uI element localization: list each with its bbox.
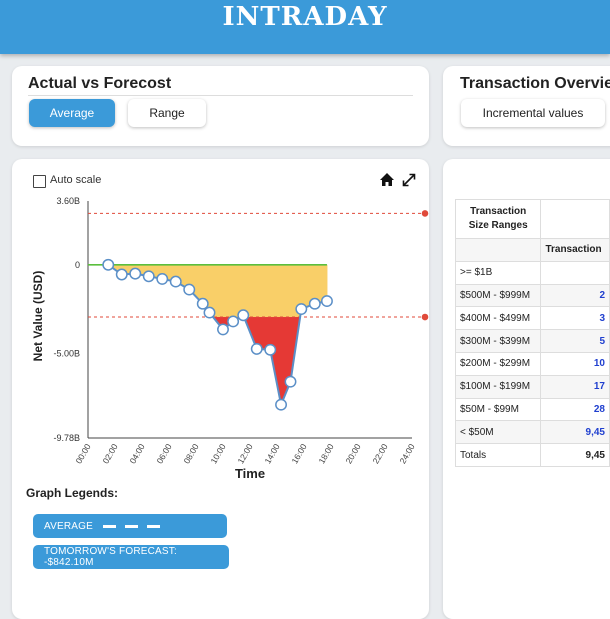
data-point (295, 303, 308, 315)
x-tick-label: 08:00 (181, 442, 200, 466)
size-range-cell: $50M - $99M (454, 397, 542, 422)
data-point (203, 306, 216, 319)
x-axis-label: Time (235, 466, 265, 481)
card-title: Transaction Overvie (460, 75, 610, 92)
y-tick-label: 0 (75, 260, 80, 270)
transaction-overview-card: Transaction Overvie Incremental values (443, 66, 610, 146)
data-point (237, 309, 250, 322)
x-tick-label: 06:00 (154, 442, 173, 466)
x-tick-label: 20:00 (343, 442, 362, 466)
transaction-size-table: Transaction Size Ranges Transaction >= $… (454, 199, 610, 467)
x-tick-label: 14:00 (262, 442, 281, 466)
threshold-marker (421, 210, 429, 217)
transaction-count-cell: 28 (540, 397, 610, 422)
app-title: INTRADAY (222, 2, 388, 32)
x-tick-label: 18:00 (316, 442, 335, 466)
data-point (321, 295, 333, 308)
table-row: $300M - $399M 5 (454, 329, 610, 353)
y-tick-label: 3.60B (56, 196, 80, 206)
data-point (275, 398, 287, 411)
y-axis-label: Net Value (USD) (31, 271, 45, 362)
transaction-count-cell: 9,45 (540, 420, 610, 445)
average-legend: AVERAGE (33, 514, 227, 538)
transaction-count-cell: 2 (540, 283, 610, 308)
x-tick-label: 02:00 (100, 442, 119, 466)
data-point (142, 270, 155, 283)
transaction-count-cell: 9,45 (540, 443, 610, 467)
transaction-count-cell: 10 (540, 351, 610, 376)
size-range-cell: < $50M (454, 420, 542, 445)
table-row: $200M - $299M 10 (454, 351, 610, 376)
header-spacer (454, 238, 542, 262)
incremental-values-button[interactable]: Incremental values (461, 99, 605, 127)
size-range-cell: >= $1B (454, 260, 542, 285)
transaction-count-cell (540, 260, 610, 285)
average-legend-label: AVERAGE (44, 520, 94, 532)
x-tick-label: 12:00 (235, 442, 254, 466)
data-point (284, 375, 297, 388)
data-point (156, 272, 169, 285)
size-range-cell: $300M - $399M (454, 329, 542, 353)
data-point (115, 268, 128, 281)
transaction-header: Transaction (540, 238, 610, 262)
data-point (183, 283, 196, 296)
data-point (264, 343, 277, 356)
table-row: $400M - $499M 3 (454, 306, 610, 331)
transaction-header-top (540, 199, 610, 239)
size-range-cell: $200M - $299M (454, 351, 542, 376)
size-range-cell: Totals (454, 443, 542, 467)
table-row: $100M - $199M 17 (454, 374, 610, 399)
graph-legends-title: Graph Legends: (26, 486, 119, 500)
size-range-cell: $500M - $999M (454, 283, 542, 308)
x-tick-label: 10:00 (208, 442, 227, 466)
x-tick-label: 22:00 (370, 442, 389, 466)
auto-scale-checkbox[interactable] (33, 175, 46, 188)
auto-scale-label: Auto scale (50, 174, 102, 186)
data-point (129, 267, 142, 280)
range-button[interactable]: Range (128, 99, 206, 127)
data-point (217, 323, 229, 336)
transaction-count-cell: 17 (540, 374, 610, 399)
transaction-count-cell: 3 (540, 306, 610, 331)
size-range-cell: $400M - $499M (454, 306, 542, 331)
table-row: $500M - $999M 2 (454, 283, 610, 308)
card-divider (28, 95, 413, 96)
average-button[interactable]: Average (29, 99, 115, 127)
x-tick-label: 16:00 (289, 442, 308, 466)
x-tick-label: 00:00 (73, 442, 92, 466)
size-range-cell: $100M - $199M (454, 374, 542, 399)
data-point (102, 258, 115, 271)
data-point (196, 297, 209, 310)
data-point (308, 297, 321, 310)
table-row: Totals 9,45 (454, 443, 610, 467)
actual-vs-forecast-card: Actual vs Forecost Average Range (12, 66, 429, 146)
data-point (250, 342, 263, 355)
data-point (169, 275, 182, 288)
home-icon[interactable] (379, 172, 395, 188)
size-ranges-header: Transaction Size Ranges (454, 199, 542, 239)
expand-icon[interactable] (401, 172, 417, 188)
y-tick-label: -5.00B (53, 348, 80, 358)
chart-card (12, 159, 429, 619)
table-row: < $50M 9,45 (454, 420, 610, 445)
forecast-legend: TOMORROW'S FORECAST: -$842.10M (33, 545, 229, 569)
transaction-count-cell: 5 (540, 329, 610, 353)
dashed-line-icon (103, 524, 170, 528)
y-tick-label: -9.78B (53, 433, 80, 443)
x-tick-label: 24:00 (397, 442, 416, 466)
forecast-legend-label: TOMORROW'S FORECAST: -$842.10M (44, 546, 177, 568)
data-point (227, 315, 240, 328)
app-header: INTRADAY (0, 0, 610, 54)
x-tick-label: 04:00 (127, 442, 146, 466)
threshold-marker (421, 313, 429, 321)
table-row: $50M - $99M 28 (454, 397, 610, 422)
table-row: >= $1B (454, 260, 610, 285)
card-title: Actual vs Forecost (28, 75, 172, 92)
